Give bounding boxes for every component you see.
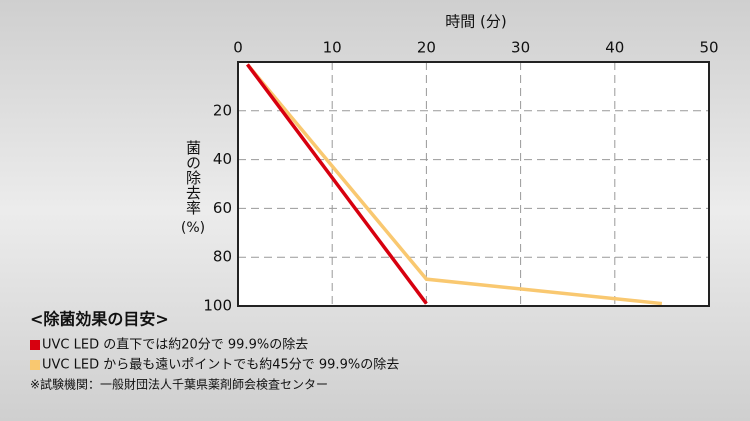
plot-border xyxy=(237,61,710,307)
legend-label: UVC LED から最も遠いポイントでも約45分で 99.9%の除去 xyxy=(42,358,399,373)
legend-swatch xyxy=(30,340,40,350)
x-tick-label: 20 xyxy=(417,39,436,57)
series-line xyxy=(246,63,428,305)
x-tick-label: 30 xyxy=(511,39,530,57)
legend-swatch xyxy=(30,360,40,370)
y-tick-label: 60 xyxy=(213,199,232,217)
x-axis-title: 時間 (分) xyxy=(445,13,506,31)
plot-area xyxy=(238,62,709,306)
legend-label: UVC LED の直下では約20分で 99.9%の除去 xyxy=(42,338,308,353)
x-tick-label: 50 xyxy=(699,39,718,57)
y-axis-unit: (%) xyxy=(181,220,205,236)
footnote: ※試験機関：一般財団法人千葉県薬剤師会検査センター xyxy=(30,377,328,392)
y-tick-label: 80 xyxy=(213,248,232,266)
legend-title: <除菌効果の目安> xyxy=(30,310,169,329)
y-tick-label: 100 xyxy=(203,297,232,315)
y-axis-title: 菌の除去率 xyxy=(184,140,202,215)
x-tick-label: 10 xyxy=(323,39,342,57)
series-line xyxy=(246,63,663,306)
y-tick-label: 40 xyxy=(213,150,232,168)
x-tick-label: 40 xyxy=(605,39,624,57)
x-tick-label: 0 xyxy=(233,39,243,57)
y-tick-label: 20 xyxy=(213,101,232,119)
